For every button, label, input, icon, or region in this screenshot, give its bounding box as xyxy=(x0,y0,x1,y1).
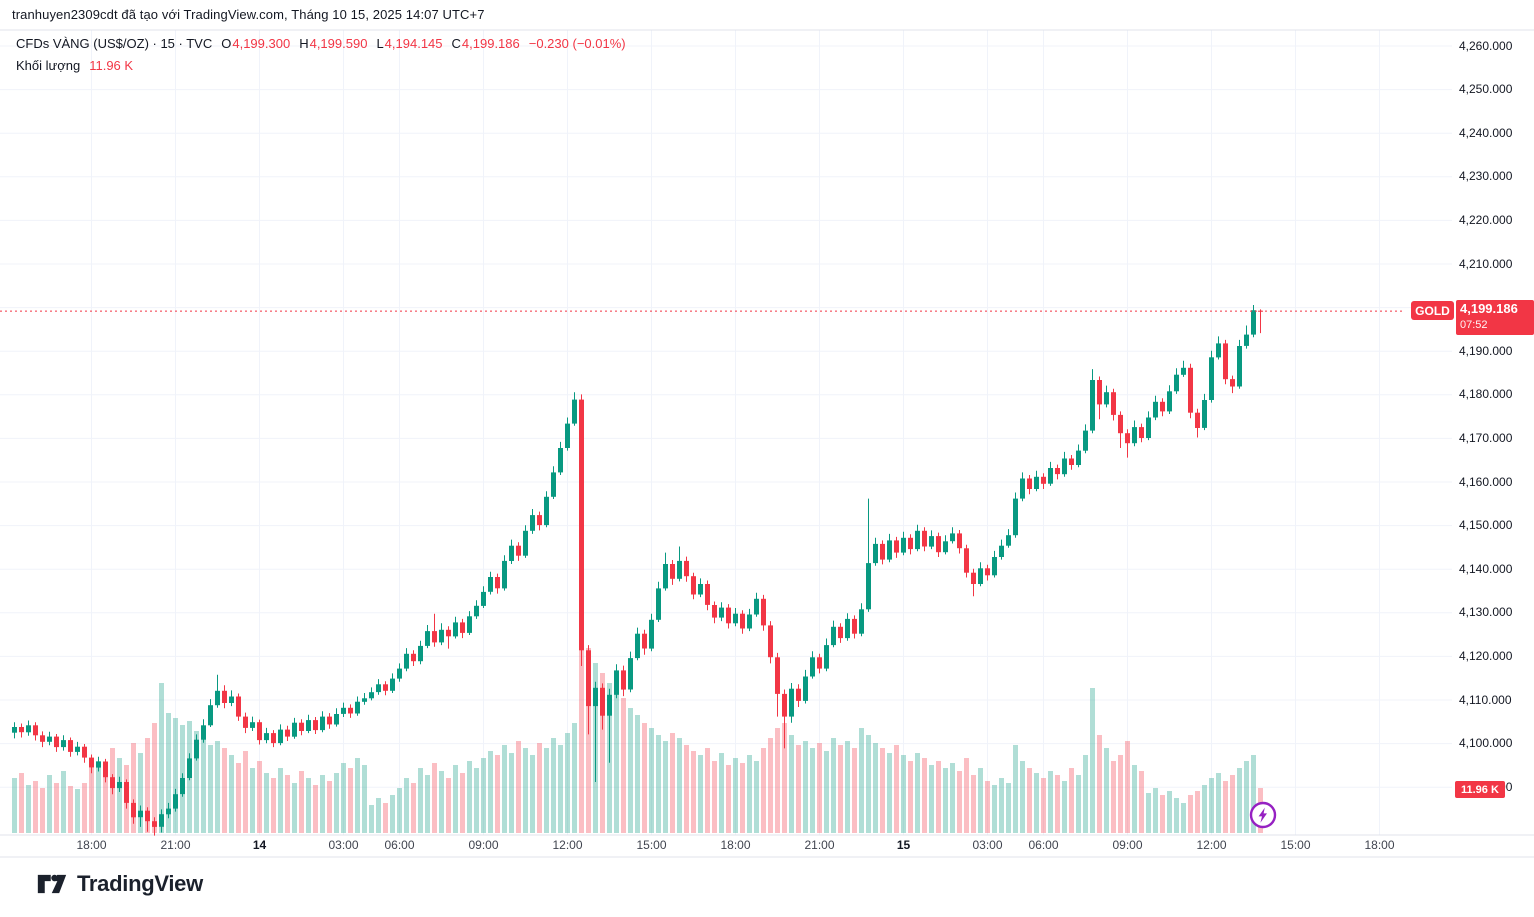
time-axis-label: 03:00 xyxy=(972,838,1003,852)
flash-button[interactable] xyxy=(1249,801,1277,829)
last-price-value: 4,199.186 xyxy=(1460,301,1518,316)
price-axis-label: 4,120.000 xyxy=(1459,648,1513,663)
price-axis-label: 4,210.000 xyxy=(1459,256,1513,271)
price-axis-label: 4,190.000 xyxy=(1459,343,1513,358)
time-axis-label: 15 xyxy=(896,838,911,852)
tradingview-logo-icon xyxy=(37,874,67,894)
ohlc-high: H4,199.590 xyxy=(299,36,368,51)
last-price-tag: 4,199.186 07:52 xyxy=(1456,300,1534,335)
time-axis-label: 09:00 xyxy=(1112,838,1143,852)
time-axis-label: 12:00 xyxy=(552,838,583,852)
tradingview-brand[interactable]: TradingView xyxy=(37,871,203,897)
bar-countdown: 07:52 xyxy=(1460,319,1488,331)
time-axis-label: 06:00 xyxy=(384,838,415,852)
legend-symbol-row: CFDs VÀNG (US$/OZ) · 15 · TVC O4,199.300… xyxy=(16,33,626,54)
symbol-price-tag: GOLD xyxy=(1411,301,1454,320)
attribution-text: tranhuyen2309cdt đã tạo với TradingView.… xyxy=(12,7,485,22)
time-axis-label: 21:00 xyxy=(804,838,835,852)
price-axis-label: 4,180.000 xyxy=(1459,387,1513,402)
lightning-icon xyxy=(1249,801,1277,829)
price-axis-label: 4,100.000 xyxy=(1459,736,1513,751)
legend-volume-row: Khối lượng 11.96 K xyxy=(16,55,626,76)
time-axis-label: 21:00 xyxy=(160,838,191,852)
volume-label[interactable]: Khối lượng xyxy=(16,58,81,73)
time-axis-label: 14 xyxy=(252,838,267,852)
time-axis-label: 03:00 xyxy=(328,838,359,852)
price-axis-label: 4,140.000 xyxy=(1459,561,1513,576)
price-axis-label: 4,250.000 xyxy=(1459,82,1513,97)
ohlc-low: L4,194.145 xyxy=(376,36,443,51)
time-axis-label: 18:00 xyxy=(1364,838,1395,852)
time-axis-label: 15:00 xyxy=(1280,838,1311,852)
price-axis-label: 4,240.000 xyxy=(1459,125,1513,140)
time-axis-label: 18:00 xyxy=(76,838,107,852)
chart-legend: CFDs VÀNG (US$/OZ) · 15 · TVC O4,199.300… xyxy=(16,33,626,76)
time-axis-label: 12:00 xyxy=(1196,838,1227,852)
price-axis-label: 4,110.000 xyxy=(1459,692,1512,707)
price-axis-label: 4,170.000 xyxy=(1459,430,1513,445)
price-axis-label: 4,260.000 xyxy=(1459,38,1513,53)
candlestick-chart-canvas[interactable] xyxy=(0,0,1534,860)
ohlc-open: O4,199.300 xyxy=(221,36,291,51)
price-change: −0.230 (−0.01%) xyxy=(528,36,626,51)
time-axis-label: 15:00 xyxy=(636,838,667,852)
price-axis-label: 4,230.000 xyxy=(1459,169,1513,184)
price-axis-label: 4,220.000 xyxy=(1459,212,1513,227)
brand-name: TradingView xyxy=(77,871,203,896)
time-axis-label: 18:00 xyxy=(720,838,751,852)
time-axis-label: 09:00 xyxy=(468,838,499,852)
price-axis-label: 4,130.000 xyxy=(1459,605,1513,620)
ohlc-close: C4,199.186 xyxy=(451,36,520,51)
price-axis-label: 4,160.000 xyxy=(1459,474,1513,489)
time-axis-label: 06:00 xyxy=(1028,838,1059,852)
price-axis-label: 4,150.000 xyxy=(1459,518,1513,533)
volume-axis-tag: 11.96 K xyxy=(1455,781,1505,798)
volume-value: 11.96 K xyxy=(89,58,134,73)
symbol-title[interactable]: CFDs VÀNG (US$/OZ) · 15 · TVC xyxy=(16,36,213,51)
